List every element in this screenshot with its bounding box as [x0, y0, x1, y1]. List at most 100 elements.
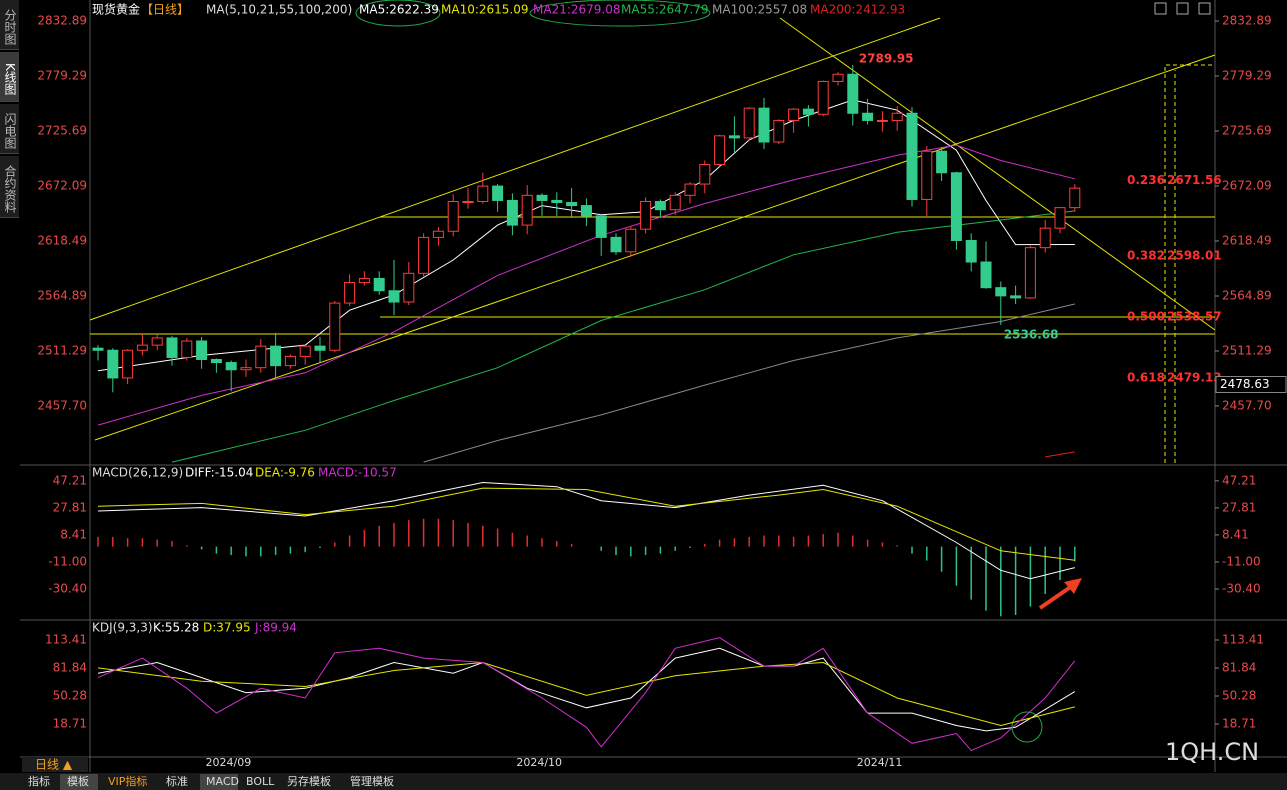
- candle-body: [255, 345, 267, 369]
- candle-body: [950, 172, 962, 241]
- kdj-header: K:55.28: [153, 621, 199, 635]
- y-tick-label: -30.40: [48, 581, 87, 595]
- candle-body: [358, 277, 370, 284]
- y-tick-label: 50.28: [1222, 689, 1256, 703]
- candle-body: [270, 345, 282, 367]
- y-tick-label: 2618.49: [37, 233, 87, 247]
- candle-body: [728, 135, 740, 139]
- y-tick-label: 18.71: [53, 717, 87, 731]
- y-tick-label: 2457.70: [37, 398, 87, 412]
- tab[interactable]: 模板: [67, 774, 89, 788]
- y-tick-label: 27.81: [53, 500, 87, 514]
- sidebar-tab[interactable]: K线图: [0, 52, 19, 102]
- tab[interactable]: VIP指标: [108, 774, 147, 788]
- y-tick-label: 50.28: [53, 689, 87, 703]
- x-tick-label: 2024/09: [206, 756, 252, 769]
- tab[interactable]: 标准: [166, 774, 188, 788]
- candle-body: [1039, 227, 1051, 249]
- kdj-header: D:37.95: [203, 621, 251, 635]
- candle-body: [92, 347, 104, 351]
- tab[interactable]: BOLL: [246, 775, 275, 788]
- macd-header: MACD(26,12,9): [92, 466, 183, 480]
- tab[interactable]: 指标: [28, 774, 50, 788]
- fib-ratio: 0.618: [1127, 370, 1165, 384]
- tab[interactable]: MACD: [206, 775, 239, 788]
- highlight-ellipse: [529, 0, 711, 27]
- sidebar-tab[interactable]: 合约资料: [0, 156, 19, 218]
- sidebar-tab[interactable]: 分时图: [0, 0, 19, 50]
- y-tick-label: 2725.69: [37, 124, 87, 138]
- fib-price: 2671.56: [1167, 173, 1222, 187]
- y-tick-label: -11.00: [1222, 554, 1261, 568]
- candle-body: [906, 112, 918, 200]
- candle-body: [521, 194, 533, 226]
- candle-body: [566, 202, 578, 207]
- candle-body: [122, 349, 134, 379]
- ma-legend: MA(5,10,21,55,100,200): [206, 3, 352, 17]
- y-tick-label: -11.00: [48, 554, 87, 568]
- period: 【日线】: [141, 3, 189, 17]
- window-buttons[interactable]: [1154, 2, 1211, 15]
- indicator-line: [97, 487, 1075, 561]
- candle-body: [862, 112, 874, 121]
- tab[interactable]: 另存模板: [287, 774, 331, 788]
- candle-body: [580, 205, 592, 217]
- candle-body: [817, 80, 829, 115]
- period-button[interactable]: 日线 ▲: [35, 758, 73, 772]
- candle-body: [492, 185, 504, 201]
- candle-body: [166, 337, 178, 358]
- candle-body: [536, 194, 548, 201]
- candle-body: [995, 287, 1007, 297]
- y-tick-label: 2511.29: [1222, 343, 1272, 357]
- candle-body: [980, 261, 992, 289]
- tab[interactable]: 管理模板: [350, 774, 394, 788]
- indicator-line: [171, 210, 1075, 463]
- fib-price: 2479.13: [1167, 370, 1222, 384]
- kdj-header: J:89.94: [254, 621, 297, 635]
- candle-body: [936, 150, 948, 174]
- y-tick-label: 2672.09: [1222, 179, 1272, 193]
- y-tick-label: 2511.29: [37, 343, 87, 357]
- indicator-line: [97, 637, 1076, 752]
- ma-legend: MA100:2557.08: [712, 3, 807, 17]
- candle-body: [669, 194, 681, 211]
- y-tick-label: 27.81: [1222, 500, 1256, 514]
- fib-ratio: 0.236: [1127, 173, 1165, 187]
- ma-legend: MA5:2622.39: [359, 3, 439, 17]
- indicator-line: [97, 481, 1075, 580]
- candle-body: [758, 107, 770, 143]
- tab-active: [200, 774, 238, 790]
- highlight-circle: [1011, 711, 1043, 743]
- ma-legend: MA200:2412.93: [810, 3, 905, 17]
- high-label: 2789.95: [859, 52, 914, 66]
- y-tick-label: 2832.89: [1222, 14, 1272, 28]
- macd-header: DIFF:-15.04: [185, 466, 253, 480]
- sidebar-tab[interactable]: 闪电图: [0, 104, 19, 154]
- ma-legend: MA55:2647.79: [621, 3, 709, 17]
- candle-body: [181, 340, 193, 358]
- y-tick-label: 2725.69: [1222, 124, 1272, 138]
- fib-ratio: 0.500: [1127, 309, 1165, 323]
- candle-body: [388, 290, 400, 303]
- candle-body: [595, 215, 607, 238]
- y-tick-label: 2779.29: [1222, 69, 1272, 83]
- y-tick-label: 47.21: [53, 473, 87, 487]
- fib-price: 2598.01: [1167, 249, 1222, 263]
- candle-body: [447, 200, 459, 232]
- candle-body: [832, 73, 844, 82]
- candle-body: [284, 355, 296, 367]
- candle-body: [965, 239, 977, 263]
- instrument-name: 现货黄金: [92, 2, 140, 17]
- candle-body: [1010, 295, 1022, 299]
- y-tick-label: 2564.89: [37, 288, 87, 302]
- period-button-bg[interactable]: [22, 757, 88, 772]
- candle-body: [654, 200, 666, 211]
- y-tick-label: 8.41: [60, 527, 87, 541]
- candle-body: [329, 302, 341, 351]
- kdj-header: KDJ(9,3,3): [92, 621, 153, 635]
- x-tick-label: 2024/11: [857, 756, 903, 769]
- y-tick-label: 113.41: [45, 632, 87, 646]
